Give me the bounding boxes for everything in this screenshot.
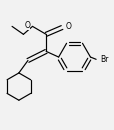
Text: O: O [65,22,71,31]
Text: Br: Br [100,55,108,64]
Text: O: O [24,21,30,30]
